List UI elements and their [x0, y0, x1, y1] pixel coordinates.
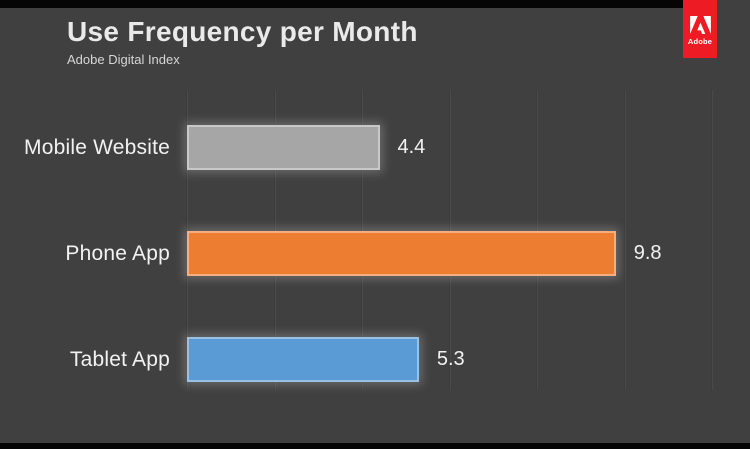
adobe-mark-icon	[689, 16, 711, 34]
adobe-logo-text: Adobe	[687, 37, 713, 46]
gridline	[623, 90, 626, 390]
gridline	[711, 90, 713, 390]
bar-phone-app	[187, 231, 616, 276]
category-label-mobile-website: Mobile Website	[24, 136, 170, 159]
top-accent-strip	[0, 0, 684, 8]
value-label-mobile-website: 4.4	[397, 136, 426, 158]
adobe-logo: Adobe	[683, 0, 717, 58]
chart-title: Use Frequency per Month	[67, 16, 418, 47]
value-label-phone-app: 9.8	[633, 242, 662, 264]
bar-tablet-app	[187, 337, 419, 382]
category-label-tablet-app: Tablet App	[69, 348, 170, 371]
chart-header: Use Frequency per Month Adobe Digital In…	[67, 16, 418, 67]
bar-mobile-website	[187, 125, 380, 170]
bottom-accent-strip	[0, 443, 750, 449]
value-label-tablet-app: 5.3	[436, 348, 465, 370]
chart-subtitle: Adobe Digital Index	[67, 51, 180, 67]
category-label-phone-app: Phone App	[65, 242, 170, 265]
